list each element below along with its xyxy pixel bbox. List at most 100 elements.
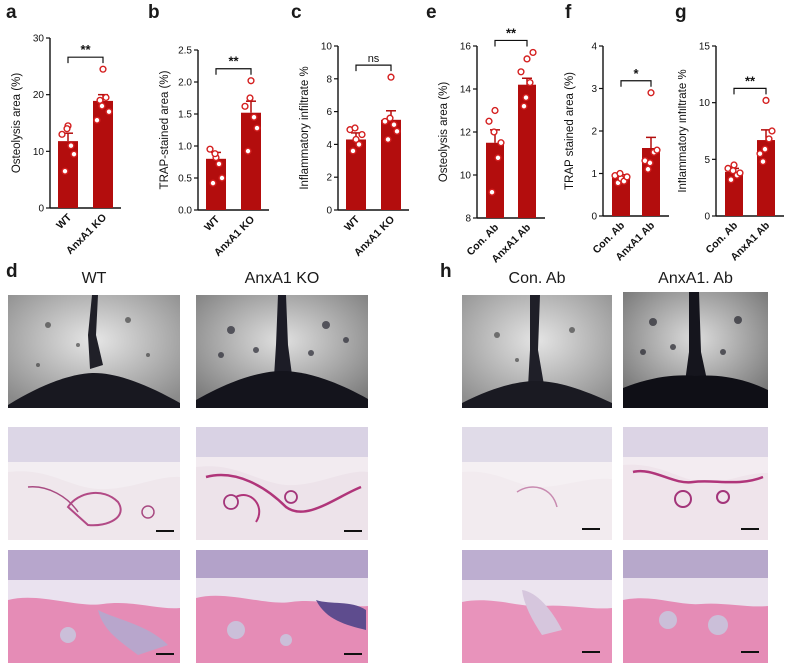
- scale-bar: [344, 653, 362, 655]
- y-tick-label: 2: [326, 173, 332, 184]
- y-tick-label: 10: [33, 147, 45, 158]
- category-label: WT: [202, 213, 222, 233]
- significance-bracket: [215, 68, 252, 75]
- data-point: [241, 102, 249, 110]
- scale-bar: [741, 528, 759, 530]
- data-point: [211, 150, 219, 158]
- microct-image-con-ab: [462, 295, 612, 408]
- y-tick-label: 4: [326, 140, 332, 151]
- header-wt: WT: [81, 270, 107, 287]
- y-tick-label: 4: [591, 42, 597, 53]
- y-tick-label: 10: [321, 42, 333, 53]
- scale-bar: [156, 653, 174, 655]
- y-tick-label: 20: [33, 90, 45, 101]
- significance-bracket: [67, 56, 104, 64]
- data-point: [246, 94, 254, 102]
- data-point: [490, 128, 498, 136]
- panel-label-g: g: [675, 2, 687, 23]
- data-point: [58, 130, 66, 138]
- data-point: [70, 150, 78, 158]
- y-tick-label: 3: [591, 84, 597, 95]
- bar: [58, 141, 78, 208]
- data-point: [759, 158, 767, 166]
- y-tick-label: 2: [591, 127, 597, 138]
- panel-label-e: e: [426, 2, 437, 23]
- bar: [518, 84, 536, 218]
- panel-label-h: h: [440, 261, 452, 282]
- data-point: [488, 188, 496, 196]
- data-point: [352, 135, 360, 144]
- data-point: [623, 173, 631, 181]
- data-point: [520, 102, 528, 110]
- data-point: [102, 93, 110, 102]
- data-point: [96, 96, 104, 104]
- data-point: [247, 77, 255, 85]
- y-tick-label: 0.0: [178, 206, 192, 217]
- he-stain-image-con-ab: [462, 550, 612, 663]
- data-point: [497, 139, 505, 147]
- data-point: [390, 121, 398, 129]
- y-tick-label: 1: [591, 169, 597, 180]
- y-tick-label: 10: [699, 98, 711, 109]
- header-anxa1-ko: AnxA1 KO: [244, 270, 320, 287]
- significance-label: **: [745, 73, 756, 88]
- data-point: [384, 135, 392, 144]
- he-stain-image-anxa1-ko: [196, 550, 368, 663]
- microct-image-anxa1-ab: [623, 292, 768, 408]
- y-axis-label: Inflammatory infiltrate %: [299, 66, 311, 189]
- category-label: WT: [54, 211, 74, 231]
- data-point: [393, 127, 401, 135]
- data-point: [727, 176, 735, 184]
- y-axis-label: TRAP-stained area (%): [159, 70, 171, 189]
- data-point: [768, 127, 776, 135]
- data-point: [98, 102, 106, 110]
- data-point: [215, 160, 223, 168]
- data-point: [644, 165, 652, 173]
- data-point: [61, 167, 69, 175]
- trap-stain-image-anxa1-ko: [196, 427, 368, 540]
- data-point: [386, 114, 394, 122]
- y-tick-label: 1.5: [178, 110, 192, 121]
- data-point: [387, 73, 395, 81]
- data-point: [522, 93, 530, 102]
- data-point: [63, 125, 71, 133]
- significance-bracket: [733, 87, 767, 95]
- header-con-ab: Con. Ab: [508, 270, 566, 287]
- significance-label: **: [506, 25, 517, 40]
- y-axis-label: Osteolysis area (%): [11, 73, 23, 174]
- scale-bar: [156, 530, 174, 532]
- data-point: [491, 106, 499, 115]
- scale-bar: [582, 651, 600, 653]
- microct-image-anxa1-ko: [196, 295, 368, 408]
- bar: [93, 100, 113, 208]
- microct-image-wt: [8, 295, 180, 408]
- header-anxa1-ab: AnxA1. Ab: [658, 270, 733, 287]
- y-tick-label: 8: [465, 214, 471, 225]
- data-point: [351, 124, 359, 132]
- data-point: [762, 96, 770, 105]
- data-point: [381, 117, 389, 126]
- bar: [612, 177, 630, 216]
- y-tick-label: 5: [704, 155, 710, 166]
- data-point: [529, 48, 537, 57]
- data-point: [244, 147, 252, 155]
- he-stain-image-wt: [8, 550, 180, 663]
- significance-label: ns: [368, 53, 380, 65]
- data-point: [93, 116, 101, 124]
- data-point: [253, 124, 261, 132]
- y-tick-label: 30: [33, 34, 45, 45]
- significance-bracket: [494, 39, 528, 47]
- data-point: [218, 174, 226, 182]
- y-tick-label: 1.0: [178, 142, 192, 153]
- y-tick-label: 15: [699, 42, 711, 53]
- data-point: [761, 145, 769, 153]
- trap-stain-image-anxa1-ab: [623, 427, 768, 540]
- trap-stain-image-wt: [8, 427, 180, 540]
- data-point: [485, 117, 493, 125]
- data-point: [105, 108, 113, 116]
- data-point: [209, 179, 217, 187]
- data-point: [206, 145, 214, 153]
